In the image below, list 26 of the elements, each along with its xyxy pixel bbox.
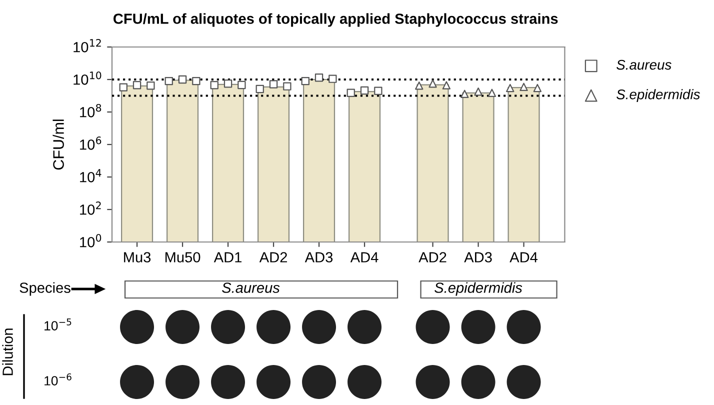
x-tick-label: AD3	[464, 252, 492, 262]
y-tick-label: 10$^{0}$	[80, 234, 102, 248]
y-tick-label: 10$^{10}$	[74, 72, 102, 85]
text: S.aureus	[222, 282, 280, 293]
y-tick-label: 10$^{4}$	[80, 169, 102, 182]
x-tick-label: AD4	[510, 252, 538, 262]
legend-label: S.aureus	[616, 60, 672, 70]
x-tick-label: AD3	[304, 252, 333, 262]
y-tick-label: 10$^{6}$	[80, 136, 102, 150]
x-tick-label: AD2	[418, 252, 446, 262]
x-tick-label: Mu3	[124, 252, 151, 262]
text: S.epidermidis	[434, 282, 522, 296]
chart-title: CFU/mL of aliquotes of topically applied Staphylococcus strains	[113, 13, 558, 27]
text: Species	[20, 282, 70, 296]
y-tick-label: 10$^{2}$	[80, 202, 101, 215]
x-tick-label: AD2	[259, 252, 287, 262]
text: Dilution	[2, 328, 13, 376]
y-tick-label: 10$^{8}$	[80, 104, 102, 118]
x-tick-label: Mu50	[165, 252, 200, 262]
x-tick-label: AD4	[350, 252, 378, 262]
x-tick-label: AD1	[214, 252, 242, 262]
y-tick-label: 10$^{12}$	[74, 39, 101, 52]
text: 10$^{−6}$	[44, 373, 72, 386]
y-axis-title: CFU/ml	[52, 120, 64, 170]
text: S.epidermidis	[616, 89, 700, 102]
text: 10$^{−5}$	[44, 318, 72, 330]
